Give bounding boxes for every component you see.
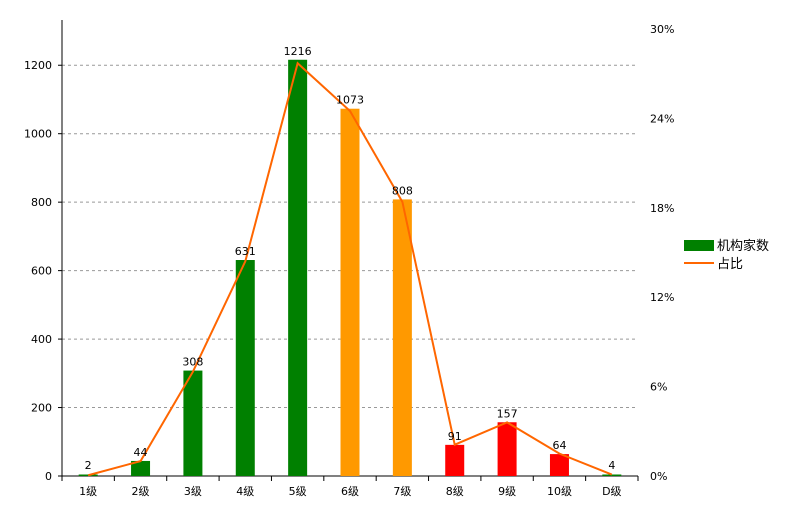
data-label-1级: 2 [85,459,92,472]
right-tick-label-24: 24% [650,112,674,125]
legend-label-bar: 机构家数 [717,238,769,254]
x-tick-label-1: 1级 [79,485,97,498]
left-tick-label-200: 200 [31,402,52,415]
right-tick-label-30: 30% [650,23,674,36]
bar-D级 [602,474,622,476]
right-tick-label-12: 12% [650,291,674,304]
left-tick-label-400: 400 [31,333,52,346]
x-tick-label-10: 10级 [547,485,572,498]
right-tick-label-18: 18% [650,202,674,215]
bar-7级 [392,199,412,476]
x-tick-label-11: D级 [602,485,621,498]
bar-6级 [340,108,360,476]
bar-3级 [183,370,203,476]
data-label-10级: 64 [552,439,566,452]
data-label-3级: 308 [182,356,203,369]
data-label-8级: 91 [448,430,462,443]
data-labels: 2 44 308 631 1216 1073 808 91 157 64 4 [85,45,616,472]
x-tick-label-8: 8级 [446,485,464,498]
left-tick-label-0: 0 [45,470,52,483]
data-label-6级: 1073 [336,94,364,107]
left-tick-label-1200: 1200 [24,59,52,72]
left-tick-label-800: 800 [31,196,52,209]
line-percentage [87,61,613,477]
x-tick-label-2: 2级 [132,485,150,498]
legend-swatch-bar [684,240,714,251]
bar-4级 [235,260,255,476]
data-label-D级: 4 [608,459,615,472]
bar-series [78,59,622,477]
x-tick-label-7: 7级 [393,485,411,498]
legend-label-line: 占比 [717,257,743,272]
line-series [87,61,613,477]
bar-10级 [549,454,569,476]
bar-2级 [131,460,151,476]
x-tick-label-4: 4级 [236,485,254,498]
right-tick-label-6: 6% [650,381,667,394]
x-tick-label-6: 6级 [341,485,359,498]
x-tick-label-9: 9级 [498,485,516,498]
data-label-2级: 44 [134,446,148,459]
right-tick-label-0: 0% [650,470,667,483]
left-tick-label-600: 600 [31,265,52,278]
data-label-7级: 808 [392,184,413,197]
data-label-5级: 1216 [284,45,312,58]
bar-9级 [497,422,517,476]
data-label-4级: 631 [235,245,256,258]
x-tick-label-3: 3级 [184,485,202,498]
data-label-9级: 157 [497,407,518,420]
axes: 0 200 400 600 800 1000 1200 0% 6% 12% 18% 24% 30% 1级 2… [24,20,674,498]
bar-5级 [288,59,308,477]
x-tick-label-5: 5级 [289,485,307,498]
bar-8级 [445,444,465,476]
left-tick-label-1000: 1000 [24,128,52,141]
